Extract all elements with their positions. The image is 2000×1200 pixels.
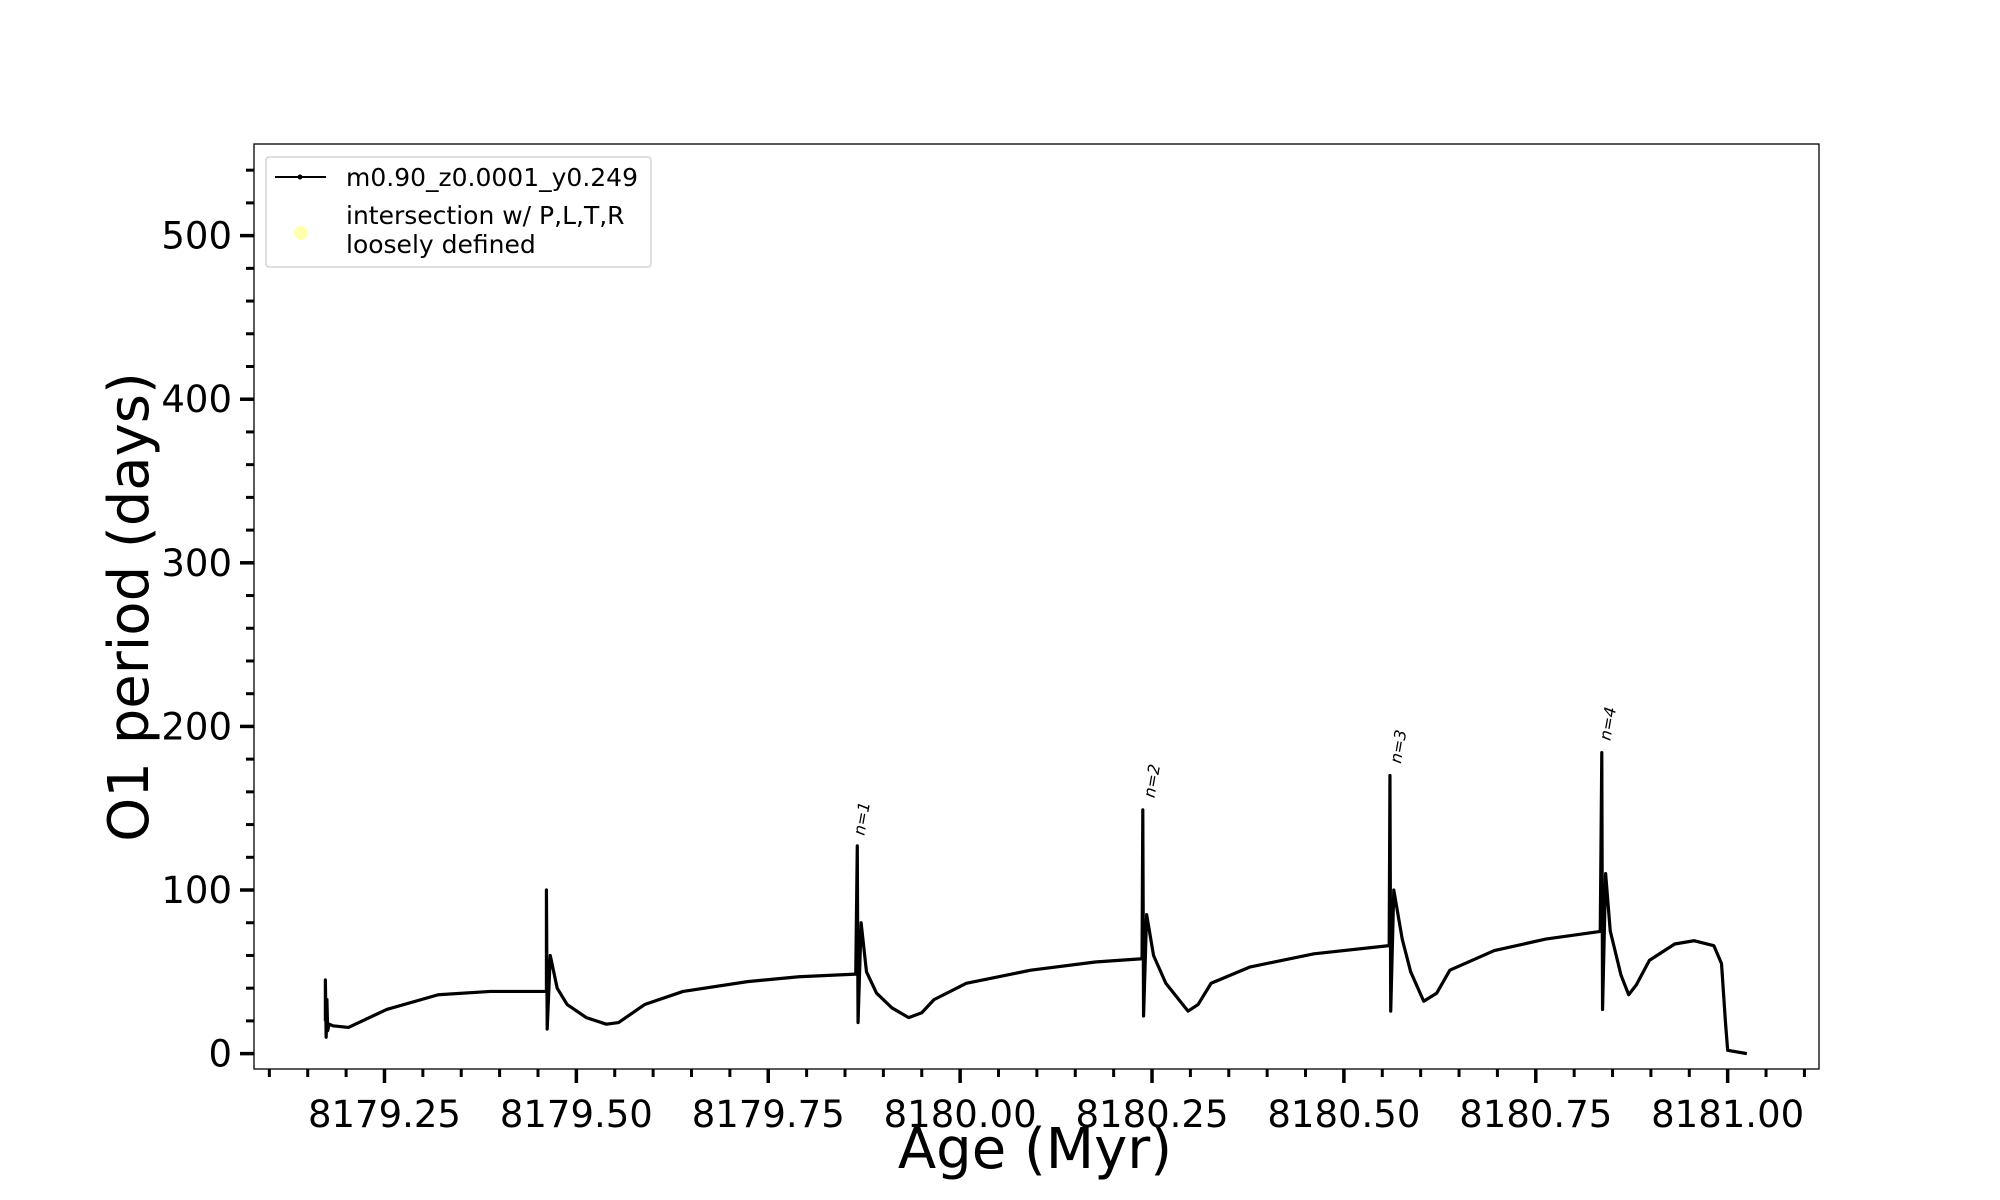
annotation: n=3 <box>1386 728 1411 765</box>
legend-label: m0.90_z0.0001_y0.249 <box>346 163 638 192</box>
y-axis-label: O1 period (days) <box>97 372 162 842</box>
legend-swatch-marker <box>297 174 303 180</box>
y-tick-label: 400 <box>161 378 232 421</box>
x-tick-label: 8179.25 <box>308 1093 461 1136</box>
y-tick-label: 0 <box>208 1033 232 1076</box>
y-tick-label: 200 <box>161 705 232 748</box>
x-tick-label: 8179.75 <box>692 1093 845 1136</box>
annotation: n=2 <box>1140 763 1165 800</box>
y-tick-label: 300 <box>161 542 232 585</box>
x-tick-label: 8181.00 <box>1651 1093 1804 1136</box>
annotation: n=4 <box>1595 705 1620 742</box>
legend: m0.90_z0.0001_y0.249 intersection w/ P,L,… <box>265 156 652 268</box>
x-tick-label: 8180.25 <box>1076 1093 1229 1136</box>
annotation: n=1 <box>849 800 874 837</box>
plot-frame <box>253 143 1820 1070</box>
y-tick-label: 500 <box>161 215 232 258</box>
x-tick-label: 8180.00 <box>884 1093 1037 1136</box>
y-tick-label: 100 <box>161 869 232 912</box>
legend-label: intersection w/ P,L,T,R loosely defined <box>346 201 625 259</box>
x-tick-label: 8180.75 <box>1459 1093 1612 1136</box>
series-line <box>323 751 1748 1056</box>
legend-swatch <box>294 226 308 240</box>
legend-box <box>265 156 652 268</box>
x-tick-label: 8180.50 <box>1267 1093 1420 1136</box>
x-axis-label: Age (Myr) <box>898 1117 1172 1182</box>
x-tick-label: 8179.50 <box>500 1093 653 1136</box>
